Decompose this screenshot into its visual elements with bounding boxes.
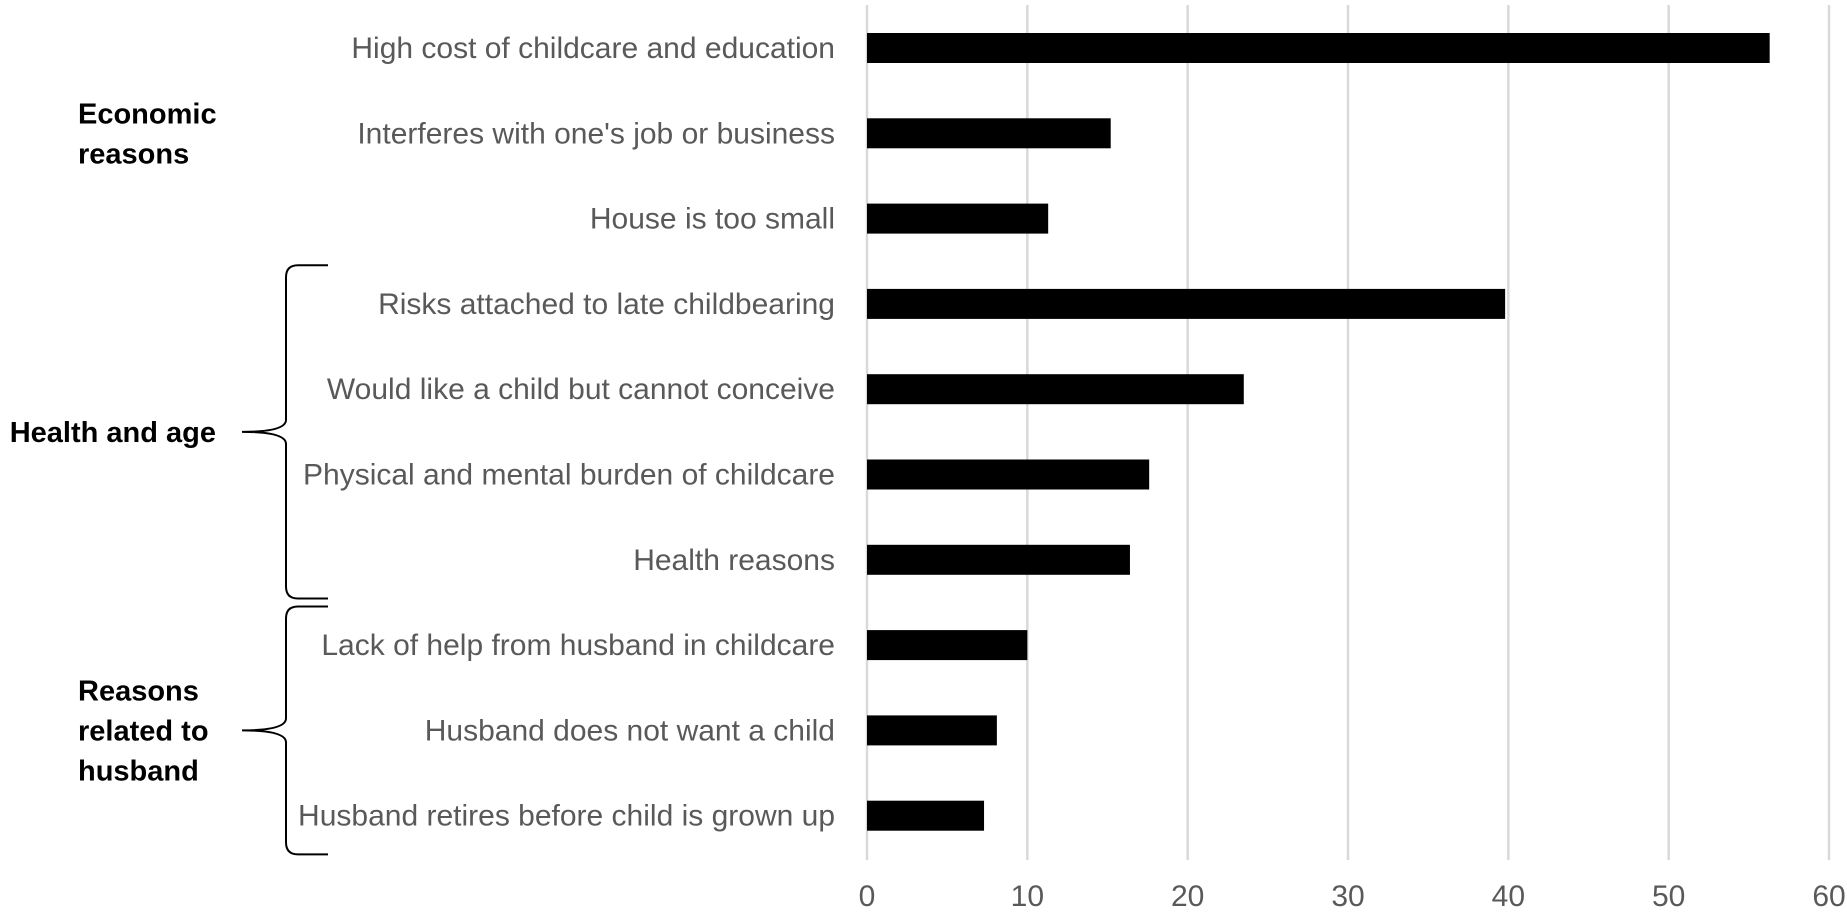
bar-1 — [867, 118, 1111, 149]
category-label-7: Lack of help from husband in childcare — [321, 629, 835, 662]
x-tick-label-20: 20 — [1171, 880, 1204, 913]
x-tick-layer: 0 10 20 30 40 50 60 — [859, 880, 1846, 913]
bar-3 — [867, 288, 1506, 319]
bar-8 — [867, 715, 997, 746]
x-tick-label-30: 30 — [1331, 880, 1364, 913]
category-label-8: Husband does not want a child — [425, 714, 835, 747]
group-label-0-line-1: reasons — [78, 138, 189, 170]
bar-layer — [867, 33, 1770, 831]
x-tick-label-50: 50 — [1652, 880, 1685, 913]
group-label-1-line-0: Health and age — [10, 417, 216, 449]
group-bracket-1 — [241, 264, 328, 600]
x-tick-label-60: 60 — [1812, 880, 1845, 913]
category-label-6: Health reasons — [633, 544, 835, 577]
category-label-4: Would like a child but cannot conceive — [327, 373, 835, 406]
group-label-2-line-0: Reasons — [78, 675, 199, 707]
category-label-1: Interferes with one's job or business — [357, 117, 835, 150]
category-label-5: Physical and mental burden of childcare — [303, 459, 835, 492]
x-tick-label-0: 0 — [859, 880, 876, 913]
group-label-2-line-2: husband — [78, 755, 199, 787]
bar-5 — [867, 459, 1150, 490]
x-tick-label-40: 40 — [1492, 880, 1525, 913]
group-label-2-line-1: related to — [78, 715, 209, 747]
category-label-0: High cost of childcare and education — [351, 32, 835, 65]
category-label-3: Risks attached to late childbearing — [378, 288, 835, 321]
category-label-9: Husband retires before child is grown up — [298, 800, 835, 833]
category-label-layer: High cost of childcare and education Inte… — [298, 32, 835, 833]
bar-9 — [867, 800, 985, 831]
group-bracket-2 — [241, 605, 328, 856]
bar-6 — [867, 544, 1130, 575]
bar-4 — [867, 374, 1244, 405]
x-tick-label-10: 10 — [1011, 880, 1044, 913]
group-label-layer: Economic reasons Health and age Reasons rela… — [10, 98, 328, 856]
bar-2 — [867, 203, 1049, 234]
group-label-0-line-0: Economic — [78, 98, 217, 130]
bar-7 — [867, 630, 1028, 661]
category-label-2: House is too small — [590, 203, 835, 236]
bar-0 — [867, 33, 1770, 63]
